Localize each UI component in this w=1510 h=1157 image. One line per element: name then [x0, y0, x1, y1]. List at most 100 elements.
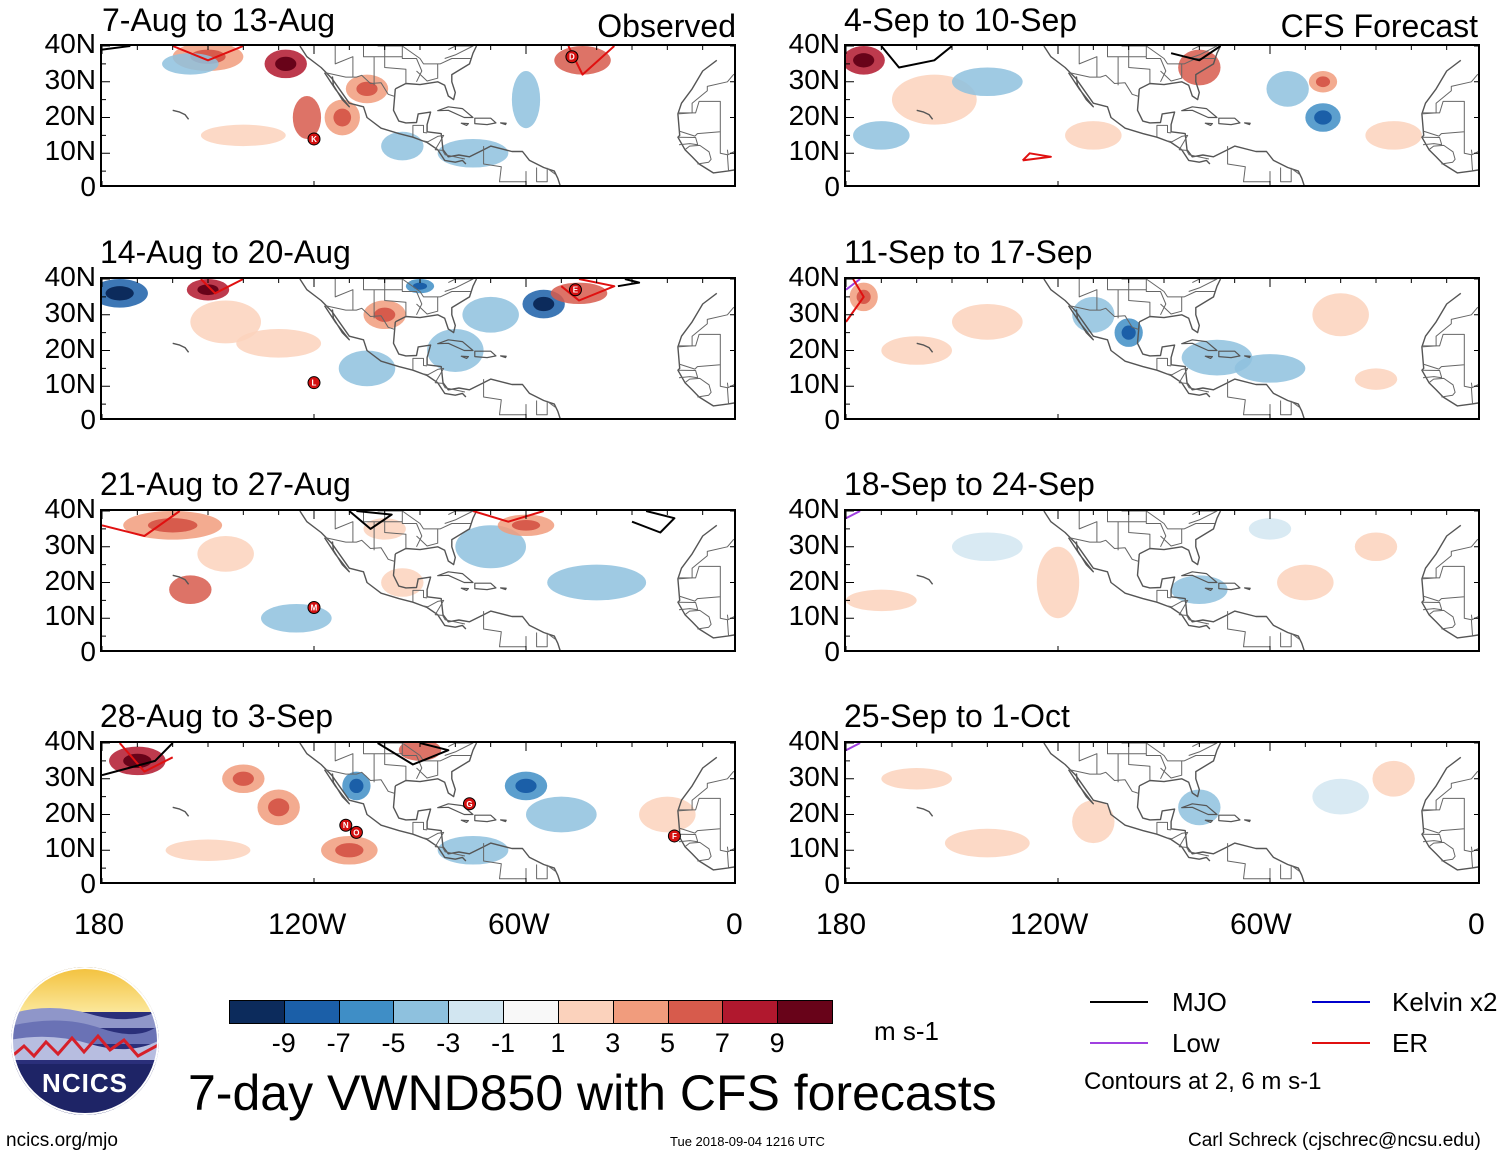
- x-tick-180-right: 180: [816, 908, 867, 941]
- wave-contour: [102, 743, 174, 777]
- anomaly-region: [1365, 121, 1422, 150]
- legend-kelvin-label: Kelvin x2: [1392, 987, 1498, 1017]
- forecast-label: CFS Forecast: [1280, 8, 1478, 44]
- y-tick-label: 30N: [44, 528, 96, 560]
- svg-text:O: O: [353, 828, 359, 837]
- x-tick-180-left: 180: [74, 908, 125, 941]
- anomaly-region: [1312, 293, 1369, 337]
- legend-low-label: Low: [1172, 1028, 1220, 1058]
- colorbar-labels: -9 -7 -5 -3 -1 1 3 5 7 9: [229, 1030, 832, 1060]
- wave-contour: [1170, 46, 1222, 62]
- anomaly-region: [547, 564, 647, 601]
- wave-contour: [200, 279, 244, 295]
- anomaly-region: [1354, 532, 1398, 562]
- anomaly-region: [381, 568, 424, 597]
- colorbar-tick-label: -3: [436, 1028, 461, 1058]
- anomaly-core: [533, 296, 555, 312]
- y-tick-label: 40N: [788, 261, 840, 292]
- y-tick-label: 10N: [788, 600, 840, 632]
- y-tick-label: 30N: [788, 63, 840, 95]
- panel-title-6: 11-Sep to 17-Sep: [844, 234, 1093, 270]
- y-tick-label: 0: [824, 171, 840, 202]
- panel-title-7: 18-Sep to 24-Sep: [844, 466, 1095, 502]
- main-title: 7-day VWND850 with CFS forecasts: [188, 1065, 997, 1121]
- colorbar-swatch: [557, 1000, 614, 1024]
- wave-contour: [118, 743, 174, 773]
- anomaly-region: [554, 46, 611, 75]
- footer-credit: Carl Schreck (cjschrec@ncsu.edu): [1188, 1130, 1481, 1151]
- x-tick-120w-right: 120W: [1010, 908, 1089, 941]
- x-tick-0-left: 0: [726, 908, 743, 941]
- anomaly-region: [1181, 339, 1253, 376]
- wave-contour: [617, 279, 641, 288]
- wave-contour: [1021, 152, 1052, 162]
- anomaly-region: [427, 329, 484, 372]
- anomaly-region: [437, 138, 509, 168]
- legend-er-label: ER: [1392, 1028, 1429, 1058]
- colorbar-swatch: [393, 1000, 450, 1024]
- storm-marker-g: G: [462, 797, 476, 811]
- y-tick-label: 10N: [44, 600, 96, 632]
- footer-url[interactable]: ncics.org/mjo: [6, 1130, 118, 1151]
- map-panel-6: [844, 277, 1480, 420]
- y-tick-label: 0: [824, 636, 840, 667]
- anomaly-region: [952, 304, 1023, 340]
- panel-title-8: 25-Sep to 1-Oct: [844, 698, 1070, 734]
- y-tick-label: 0: [80, 636, 96, 667]
- y-tick-label: 0: [80, 868, 96, 899]
- anomaly-region: [165, 839, 251, 861]
- contours-note: Contours at 2, 6 m s-1: [1084, 1068, 1322, 1095]
- colorbar-swatch: [722, 1000, 779, 1024]
- y-tick-label: 40N: [44, 261, 96, 292]
- anomaly-region: [455, 525, 526, 569]
- y-tick-label: 30N: [44, 296, 96, 328]
- y-tick-label: 40N: [44, 725, 96, 756]
- map-panel-8: [844, 741, 1480, 884]
- x-tick-120w-left: 120W: [268, 908, 347, 941]
- anomaly-region: [1372, 760, 1415, 797]
- anomaly-region: [462, 296, 519, 333]
- legend-er-line: [1312, 1042, 1370, 1044]
- anomaly-core: [268, 798, 290, 817]
- colorbar-tick-label: -9: [271, 1028, 296, 1058]
- svg-text:E: E: [573, 286, 579, 295]
- y-tick-label: 10N: [44, 832, 96, 864]
- legend-mjo-label: MJO: [1172, 987, 1227, 1017]
- anomaly-region: [1248, 518, 1292, 540]
- anomaly-core: [105, 286, 134, 301]
- anomaly-region: [236, 329, 322, 358]
- y-tick-label: 20N: [788, 332, 840, 364]
- anomaly-region: [952, 67, 1023, 97]
- y-tick-label: 30N: [788, 296, 840, 328]
- anomaly-region: [169, 575, 212, 604]
- anomaly-region: [1065, 121, 1122, 150]
- anomaly-region: [881, 336, 952, 365]
- y-tick-label: 0: [80, 171, 96, 202]
- anomaly-core: [515, 778, 537, 794]
- y-tick-label: 0: [80, 404, 96, 435]
- storm-marker-n: N: [339, 818, 353, 832]
- map-panel-3: M: [100, 509, 736, 652]
- anomaly-region: [292, 96, 322, 139]
- wave-contour: [846, 279, 861, 291]
- y-tick-label: 10N: [788, 368, 840, 400]
- svg-text:L: L: [312, 379, 317, 388]
- panel-title-3: 21-Aug to 27-Aug: [100, 466, 351, 502]
- anomaly-region: [1354, 368, 1398, 390]
- logo-text: NCICS: [42, 1068, 128, 1098]
- observed-label: Observed: [597, 8, 736, 44]
- legend-mjo-line: [1090, 1001, 1148, 1003]
- wave-contour: [377, 743, 450, 766]
- colorbar-swatch: [503, 1000, 559, 1024]
- svg-text:G: G: [466, 800, 472, 809]
- x-tick-60w-left: 60W: [488, 908, 550, 941]
- anomaly-core: [335, 843, 364, 858]
- colorbar-swatch: [777, 1000, 833, 1024]
- anomaly-region: [261, 603, 332, 633]
- svg-text:D: D: [569, 53, 575, 62]
- anomaly-core: [356, 81, 378, 97]
- map-panel-7: [844, 509, 1480, 652]
- y-tick-label: 10N: [788, 832, 840, 864]
- footer-timestamp: Tue 2018-09-04 1216 UTC: [670, 1134, 825, 1149]
